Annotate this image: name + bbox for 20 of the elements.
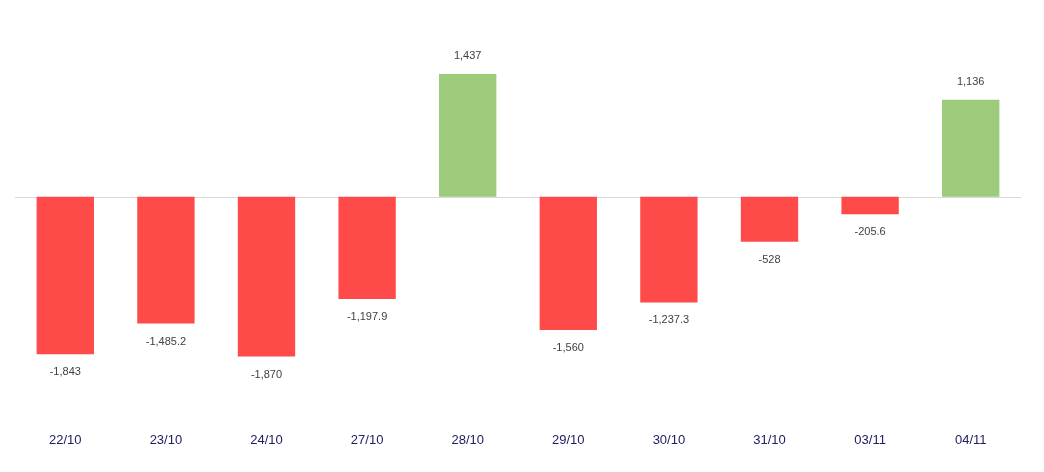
data-label: -1,485.2 <box>145 334 187 347</box>
x-tick-label: 04/11 <box>954 431 987 447</box>
data-label: -1,870 <box>250 367 283 380</box>
x-tick-label: 28/10 <box>451 431 484 447</box>
data-label: -1,197.9 <box>346 310 388 323</box>
x-tick-label: 24/10 <box>250 431 283 447</box>
x-tick-label: 29/10 <box>552 431 585 447</box>
x-tick-label: 31/10 <box>753 431 786 447</box>
data-label: 1,437 <box>453 49 482 61</box>
x-tick-label: 03/11 <box>854 431 886 447</box>
data-label: -1,843 <box>49 365 81 378</box>
data-label: -528 <box>758 252 781 265</box>
x-tick-label: 23/10 <box>149 431 183 447</box>
x-tick-label: 30/10 <box>652 431 686 447</box>
data-label: -1,237.3 <box>648 313 690 326</box>
data-label: -205.6 <box>854 225 886 238</box>
data-label: 1,136 <box>956 74 985 87</box>
x-tick-label: 22/10 <box>49 431 82 447</box>
x-tick-label: 27/10 <box>350 431 384 447</box>
data-label: -1,560 <box>552 341 584 354</box>
